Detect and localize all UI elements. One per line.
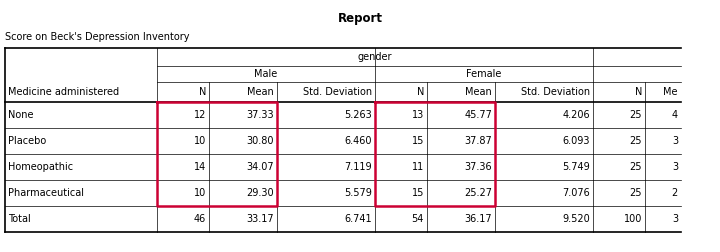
Text: 2: 2 — [672, 188, 678, 198]
Text: Report: Report — [338, 12, 382, 25]
Text: 7.076: 7.076 — [562, 188, 590, 198]
Text: 25: 25 — [629, 136, 642, 146]
Text: 34.07: 34.07 — [246, 162, 274, 172]
Text: 11: 11 — [412, 162, 424, 172]
Text: 14: 14 — [194, 162, 206, 172]
Text: Homeopathic: Homeopathic — [8, 162, 73, 172]
Text: 29.30: 29.30 — [246, 188, 274, 198]
Text: Std. Deviation: Std. Deviation — [303, 87, 372, 97]
Text: Std. Deviation: Std. Deviation — [521, 87, 590, 97]
Text: 6.741: 6.741 — [344, 214, 372, 224]
Text: 45.77: 45.77 — [464, 110, 492, 120]
Text: 4: 4 — [672, 110, 678, 120]
Text: 37.87: 37.87 — [464, 136, 492, 146]
Text: 10: 10 — [194, 136, 206, 146]
Text: 10: 10 — [194, 188, 206, 198]
Text: 36.17: 36.17 — [464, 214, 492, 224]
Text: 15: 15 — [412, 136, 424, 146]
Text: Me: Me — [664, 87, 678, 97]
Text: 25: 25 — [629, 110, 642, 120]
Text: 12: 12 — [194, 110, 206, 120]
Text: gender: gender — [358, 52, 392, 62]
Text: 37.36: 37.36 — [464, 162, 492, 172]
Text: 5.749: 5.749 — [562, 162, 590, 172]
Text: 6.093: 6.093 — [562, 136, 590, 146]
Text: 54: 54 — [412, 214, 424, 224]
Text: 33.17: 33.17 — [246, 214, 274, 224]
Text: 3: 3 — [672, 136, 678, 146]
Text: 9.520: 9.520 — [562, 214, 590, 224]
Text: N: N — [634, 87, 642, 97]
Text: Placebo: Placebo — [8, 136, 46, 146]
Text: Total: Total — [8, 214, 31, 224]
Text: 100: 100 — [624, 214, 642, 224]
Text: Score on Beck's Depression Inventory: Score on Beck's Depression Inventory — [5, 32, 189, 42]
Text: N: N — [417, 87, 424, 97]
Text: N: N — [199, 87, 206, 97]
Text: 6.460: 6.460 — [344, 136, 372, 146]
Text: 25: 25 — [629, 162, 642, 172]
Text: Female: Female — [467, 69, 502, 79]
Text: 7.119: 7.119 — [344, 162, 372, 172]
Text: 3: 3 — [672, 214, 678, 224]
Text: Pharmaceutical: Pharmaceutical — [8, 188, 84, 198]
Text: 25.27: 25.27 — [464, 188, 492, 198]
Text: 25: 25 — [629, 188, 642, 198]
Text: Male: Male — [254, 69, 278, 79]
Text: 3: 3 — [672, 162, 678, 172]
Text: 37.33: 37.33 — [246, 110, 274, 120]
Text: None: None — [8, 110, 34, 120]
Text: Medicine administered: Medicine administered — [8, 87, 119, 97]
Text: Mean: Mean — [465, 87, 492, 97]
Text: 4.206: 4.206 — [562, 110, 590, 120]
Text: 30.80: 30.80 — [246, 136, 274, 146]
Text: 5.263: 5.263 — [344, 110, 372, 120]
Text: Mean: Mean — [247, 87, 274, 97]
Text: 46: 46 — [194, 214, 206, 224]
Text: 5.579: 5.579 — [344, 188, 372, 198]
Text: 15: 15 — [412, 188, 424, 198]
Text: 13: 13 — [412, 110, 424, 120]
